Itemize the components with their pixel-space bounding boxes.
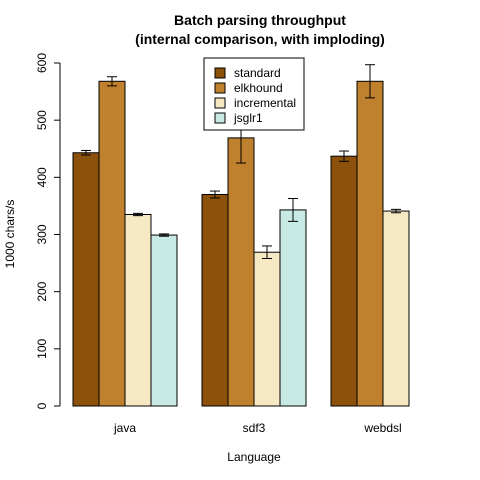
legend-item-incremental: incremental [214,96,296,110]
bar-sdf3-incremental [253,251,281,407]
legend-label-jsglr1: jsglr1 [233,111,263,125]
bar-sdf3-jsglr1 [279,209,307,407]
x-axis-label: Language [227,450,281,464]
bar-java-incremental [124,213,152,407]
legend-label-incremental: incremental [234,96,296,110]
bar-sdf3-standard [201,193,229,407]
y-tick-label-100: 100 [35,339,49,359]
bar-webdsl-incremental [382,210,410,407]
error-bar-webdsl-incremental [391,208,401,214]
legend-item-standard: standard [214,66,281,80]
y-tick-label-600: 600 [35,53,49,73]
y-axis: 0 100 200 300 400 500 600 [35,53,61,409]
x-axis: java sdf3 webdsl [113,421,402,435]
legend-swatch-standard [214,67,226,79]
legend-label-standard: standard [234,66,281,80]
bar-sdf3-elkhound [227,137,255,407]
legend-item-jsglr1: jsglr1 [214,111,263,125]
error-bars-group [81,64,401,260]
y-tick-label-0: 0 [35,402,49,409]
y-tick-label-500: 500 [35,110,49,130]
x-tick-label-sdf3: sdf3 [243,421,266,435]
error-bar-webdsl-standard [339,150,349,162]
y-tick-label-200: 200 [35,281,49,301]
legend-swatch-elkhound [214,82,226,94]
bar-java-jsglr1 [150,234,178,407]
bar-java-standard [72,152,100,407]
error-bar-sdf3-incremental [262,245,272,260]
error-bar-sdf3-standard [210,190,220,199]
bar-webdsl-standard [330,155,358,407]
legend-item-elkhound: elkhound [214,81,283,95]
x-tick-label-java: java [113,421,136,435]
bar-java-elkhound [98,80,126,407]
error-bar-java-jsglr1 [159,233,169,237]
error-bar-webdsl-elkhound [365,64,375,99]
error-bar-sdf3-jsglr1 [288,197,298,222]
chart-subtitle: (internal comparison, with imploding) [135,31,385,47]
error-bar-java-elkhound [107,76,117,87]
legend-label-elkhound: elkhound [234,81,283,95]
error-bar-java-incremental [133,212,143,217]
x-tick-label-webdsl: webdsl [363,421,401,435]
legend-swatch-jsglr1 [214,112,226,124]
chart-title: Batch parsing throughput [174,12,346,28]
y-tick-label-300: 300 [35,224,49,244]
bar-webdsl-elkhound [356,80,384,407]
y-tick-label-400: 400 [35,167,49,187]
y-axis-label: 1000 chars/s [3,200,17,269]
legend-swatch-incremental [214,97,226,109]
error-bar-java-standard [81,149,91,156]
bars-group [72,80,410,407]
